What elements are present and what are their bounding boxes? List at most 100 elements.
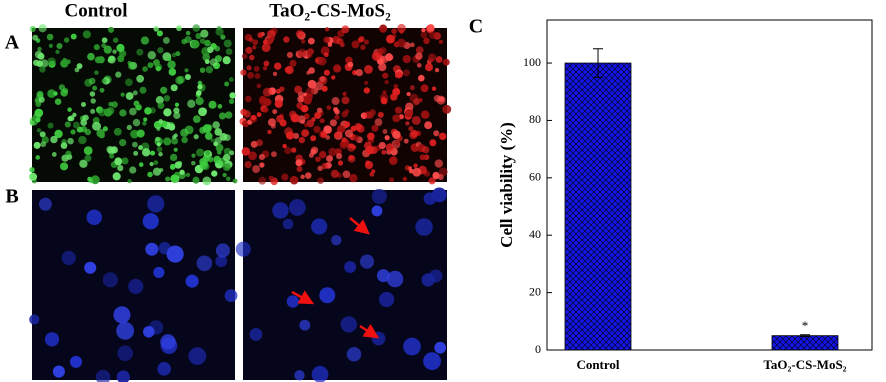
y-tick-label: 40: [529, 227, 541, 241]
cell: [102, 126, 108, 132]
cell: [64, 121, 71, 128]
cell: [328, 147, 337, 157]
cell: [174, 102, 180, 107]
cell: [175, 51, 181, 57]
cell: [295, 29, 304, 38]
cell: [90, 98, 96, 104]
cell: [84, 154, 92, 162]
cell: [103, 45, 112, 54]
cell: [402, 54, 411, 64]
cell: [267, 129, 272, 135]
cell: [284, 146, 292, 155]
cell: [331, 97, 340, 106]
cell: [112, 37, 119, 43]
cell: [36, 90, 44, 98]
cell: [428, 31, 437, 39]
cell: [286, 51, 293, 59]
cell: [36, 128, 42, 133]
cell: [438, 132, 447, 141]
cell: [170, 174, 179, 183]
cell: [147, 51, 156, 60]
cell: [261, 43, 271, 53]
cell: [51, 152, 57, 157]
cell: [333, 64, 342, 73]
cell: [29, 167, 35, 173]
cell: [285, 131, 295, 140]
cell: [385, 143, 394, 152]
cell: [34, 108, 44, 118]
cell: [384, 135, 390, 141]
cell: [112, 172, 121, 181]
cell: [199, 157, 208, 167]
cell: [347, 61, 354, 68]
annotation: *: [802, 318, 809, 333]
cell: [111, 101, 118, 108]
cell: [325, 135, 331, 140]
cell: [87, 52, 95, 61]
cell: [215, 143, 224, 152]
cell: [253, 65, 260, 72]
cell: [321, 162, 329, 170]
cell: [38, 96, 45, 103]
cell: [376, 269, 390, 283]
cell: [306, 52, 313, 58]
cell: [371, 51, 381, 61]
cell: [324, 27, 330, 32]
cell: [128, 62, 136, 70]
cell: [378, 62, 387, 72]
cell: [169, 164, 176, 170]
cell: [163, 137, 172, 146]
cell: [181, 136, 188, 144]
cell: [410, 129, 419, 138]
cell: [426, 24, 435, 32]
cell: [98, 132, 105, 139]
cell: [319, 76, 326, 82]
cell: [263, 60, 270, 67]
cell: [69, 355, 83, 368]
cell: [60, 162, 69, 171]
cell: [113, 127, 122, 136]
cell: [37, 52, 45, 60]
cell: [173, 111, 181, 120]
cell: [199, 126, 207, 134]
cell: [428, 177, 436, 185]
cell: [262, 39, 268, 45]
cell: [423, 352, 441, 371]
cell: [163, 108, 172, 117]
cell: [167, 56, 172, 61]
cell: [323, 52, 329, 58]
cell: [241, 147, 251, 156]
cell: [54, 129, 63, 139]
cell: [160, 334, 176, 350]
cell: [99, 87, 105, 93]
cell: [365, 146, 374, 155]
cell: [347, 143, 356, 152]
cell: [232, 178, 238, 184]
cell: [423, 37, 430, 45]
cell: [29, 172, 38, 181]
cell: [220, 34, 226, 40]
cell: [156, 142, 161, 147]
cell: [184, 125, 194, 135]
cell: [262, 87, 272, 97]
cell: [240, 69, 247, 76]
cell: [402, 176, 408, 182]
cell: [79, 159, 88, 168]
cell: [350, 125, 357, 132]
cell: [416, 62, 422, 68]
cell: [61, 250, 76, 266]
cell: [433, 130, 440, 137]
cell: [158, 151, 163, 157]
cell: [323, 36, 330, 44]
cell: [125, 92, 134, 100]
cell: [386, 270, 404, 288]
cell: [435, 56, 443, 63]
cell: [343, 121, 351, 128]
cell: [344, 261, 357, 274]
y-tick-label: 0: [535, 342, 541, 356]
cell: [50, 135, 58, 144]
cell: [116, 43, 125, 53]
cell: [98, 108, 107, 117]
cell: [354, 123, 363, 131]
cell: [405, 121, 410, 126]
